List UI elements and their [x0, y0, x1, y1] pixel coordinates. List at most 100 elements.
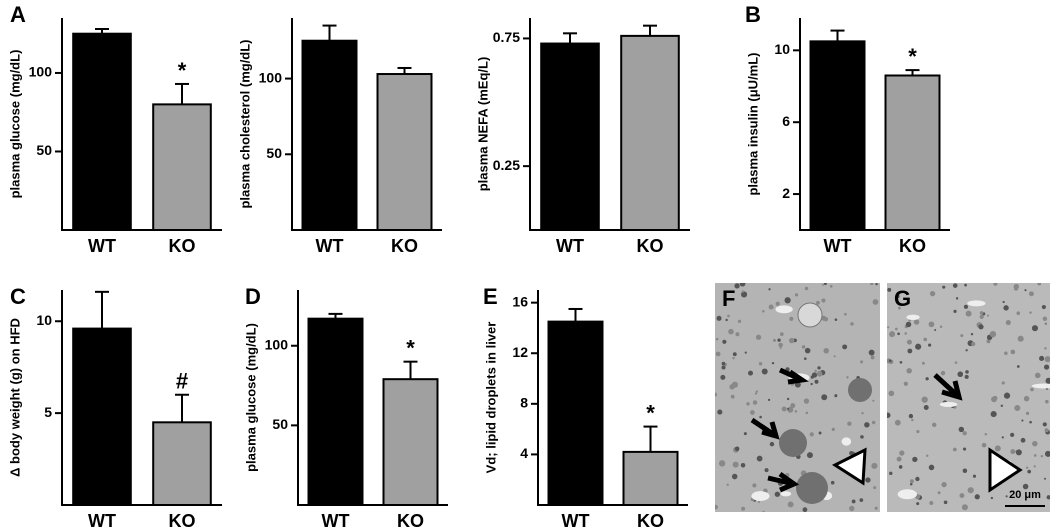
texture-dot: [788, 337, 795, 344]
texture-dot: [904, 332, 907, 335]
texture-dot: [965, 370, 969, 374]
y-tick-label: 0.25: [493, 157, 520, 173]
texture-dot: [1043, 364, 1050, 370]
texture-dot: [1027, 469, 1032, 474]
texture-dot: [761, 368, 768, 375]
texture-dot: [979, 314, 984, 320]
texture-dot: [729, 384, 735, 390]
texture-dot: [720, 374, 726, 380]
annotation: *: [406, 335, 415, 360]
sinusoid: [751, 491, 770, 501]
bar: [884, 74, 941, 231]
texture-dot: [915, 343, 922, 350]
texture-dot: [872, 299, 879, 305]
y-tick-label: 50: [266, 145, 282, 161]
texture-dot: [777, 338, 781, 342]
texture-dot: [888, 390, 895, 397]
texture-dot: [772, 338, 776, 342]
texture-dot: [1041, 304, 1046, 310]
texture-dot: [814, 369, 817, 373]
texture-dot: [740, 463, 746, 468]
texture-dot: [860, 435, 864, 439]
texture-dot: [887, 326, 890, 329]
texture-dot: [865, 477, 871, 483]
texture-dot: [899, 360, 903, 364]
texture-dot: [744, 351, 747, 354]
texture-dot: [1023, 395, 1030, 402]
texture-dot: [821, 394, 828, 401]
texture-dot: [928, 321, 935, 328]
texture-dot: [715, 392, 718, 397]
y-tick-label: 16: [512, 293, 528, 309]
texture-dot: [952, 283, 958, 288]
texture-dot: [834, 394, 838, 398]
texture-dot: [990, 411, 997, 418]
texture-dot: [803, 398, 810, 404]
arrowhead-outline: [988, 447, 1023, 493]
arrow: [767, 471, 800, 493]
sinusoid: [939, 401, 958, 407]
arrowhead-outline: [831, 447, 867, 486]
texture-dot: [1020, 437, 1026, 443]
texture-dot: [1030, 387, 1034, 392]
texture-dot: [870, 283, 874, 286]
texture-dot: [937, 491, 941, 495]
texture-dot: [779, 332, 784, 336]
y-tick-label: 10: [36, 312, 52, 328]
texture-dot: [906, 368, 912, 374]
texture-dot: [1010, 349, 1016, 355]
y-tick-label: 100: [259, 69, 283, 85]
texture-dot: [1033, 465, 1036, 468]
texture-dot: [851, 499, 856, 504]
x-tick-label: WT: [556, 236, 584, 256]
texture-dot: [989, 330, 997, 338]
lipid-droplet: [796, 472, 828, 504]
texture-dot: [734, 446, 740, 452]
sinusoid: [906, 314, 920, 320]
texture-dot: [861, 411, 864, 415]
texture-dot: [864, 422, 870, 428]
cell-texture: [887, 283, 1050, 511]
texture-dot: [803, 357, 807, 360]
texture-dot: [1010, 432, 1015, 437]
bar: [307, 317, 364, 506]
texture-dot: [769, 441, 775, 447]
texture-dot: [928, 464, 935, 471]
texture-dot: [889, 331, 896, 338]
texture-dot: [887, 412, 891, 418]
texture-dot: [921, 361, 925, 365]
texture-dot: [764, 468, 769, 473]
texture-dot: [984, 432, 988, 436]
texture-dot: [962, 468, 968, 474]
texture-dot: [916, 502, 920, 506]
texture-dot: [1044, 347, 1047, 350]
texture-dot: [1025, 411, 1030, 416]
texture-dot: [1044, 356, 1050, 363]
texture-dot: [755, 390, 759, 393]
texture-dot: [850, 322, 854, 326]
bar: [72, 327, 132, 507]
texture-dot: [810, 382, 813, 386]
texture-dot: [898, 306, 901, 310]
texture-dot: [1002, 300, 1005, 304]
y-tick-label: 0.75: [493, 29, 520, 45]
y-tick-label: 100: [29, 64, 53, 80]
texture-dot: [715, 504, 718, 510]
texture-dot: [717, 409, 723, 415]
panel-label: G: [894, 286, 911, 311]
annotation: *: [178, 58, 187, 83]
texture-dot: [875, 283, 878, 286]
texture-dot: [821, 298, 826, 303]
texture-dot: [805, 411, 809, 415]
x-tick-label: KO: [169, 511, 196, 531]
y-axis-label: plasma glucose (mg/dL): [7, 50, 22, 199]
texture-dot: [1032, 440, 1038, 447]
texture-dot: [846, 376, 849, 379]
texture-dot: [957, 371, 964, 378]
texture-dot: [787, 501, 794, 508]
texture-dot: [821, 283, 825, 286]
y-axis-label: Δ body weight (g) on HFD: [7, 318, 22, 477]
texture-dot: [1037, 283, 1042, 286]
texture-dot: [986, 314, 990, 317]
